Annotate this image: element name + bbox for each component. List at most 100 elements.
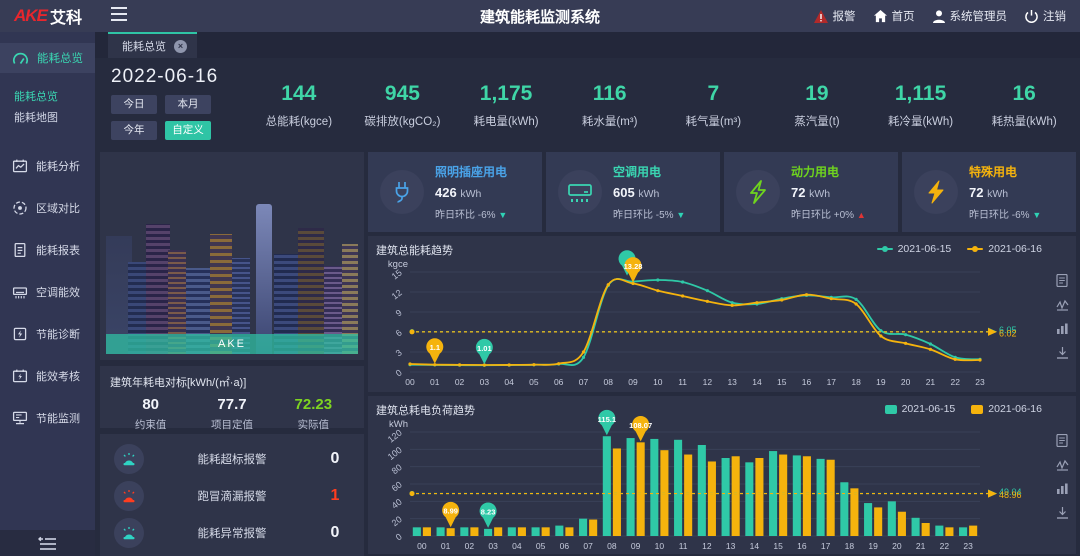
filter-custom-button[interactable]: 自定义 bbox=[165, 121, 211, 140]
card-lighting-socket[interactable]: 照明插座用电 426 kWh 昨日环比 -6% ▼ bbox=[368, 152, 542, 232]
svg-text:20: 20 bbox=[390, 514, 404, 528]
siren-icon bbox=[114, 518, 144, 548]
bar-chart-icon[interactable] bbox=[1056, 323, 1069, 335]
data-view-icon[interactable] bbox=[1056, 274, 1068, 287]
svg-text:02: 02 bbox=[455, 377, 465, 387]
kpi-total-energy: 144 总能耗(kgce) bbox=[265, 82, 333, 128]
svg-text:12: 12 bbox=[390, 287, 404, 301]
svg-text:13: 13 bbox=[726, 541, 736, 551]
kpi-electricity: 1,175 耗电量(kWh) bbox=[473, 82, 539, 128]
sidebar-item-energy-diagnosis[interactable]: 节能诊断 bbox=[0, 313, 95, 355]
collapse-menu-icon bbox=[37, 536, 56, 550]
sidebar-item-energy-report[interactable]: 能耗报表 bbox=[0, 229, 95, 271]
sidebar-item-energy-analysis[interactable]: 能耗分析 bbox=[0, 145, 95, 187]
download-icon[interactable] bbox=[1056, 347, 1069, 359]
svg-text:01: 01 bbox=[430, 377, 440, 387]
svg-text:07: 07 bbox=[583, 541, 593, 551]
logo-ake-text: AKE bbox=[14, 6, 48, 25]
siren-icon bbox=[114, 481, 144, 511]
svg-text:100: 100 bbox=[386, 445, 404, 462]
svg-text:108.07: 108.07 bbox=[629, 421, 652, 430]
card-power[interactable]: 动力用电 72 kWh 昨日环比 +0% ▲ bbox=[724, 152, 898, 232]
svg-text:6.02: 6.02 bbox=[999, 328, 1017, 338]
line-chart-icon[interactable] bbox=[1056, 459, 1069, 471]
svg-text:1.01: 1.01 bbox=[477, 344, 492, 353]
svg-text:06: 06 bbox=[554, 377, 564, 387]
line-chart-icon[interactable] bbox=[1056, 299, 1069, 311]
sidebar-item-energy-monitoring[interactable]: 节能监测 bbox=[0, 397, 95, 439]
svg-text:3: 3 bbox=[394, 347, 404, 358]
svg-text:23: 23 bbox=[975, 377, 985, 387]
air-conditioner-icon bbox=[12, 287, 28, 299]
alarm-button[interactable]: 报警 bbox=[813, 8, 856, 24]
download-icon[interactable] bbox=[1056, 507, 1069, 519]
filter-month-button[interactable]: 本月 bbox=[165, 95, 211, 114]
legend-item[interactable]: 2021-06-16 bbox=[971, 403, 1042, 415]
sidebar-item-energy-overview-root[interactable]: 能耗总览 bbox=[0, 43, 95, 73]
svg-text:0: 0 bbox=[394, 367, 404, 378]
card-special[interactable]: 特殊用电 72 kWh 昨日环比 -6% ▼ bbox=[902, 152, 1076, 232]
legend-item[interactable]: 2021-06-16 bbox=[967, 243, 1042, 255]
sidebar-subitem-energy-overview[interactable]: 能耗总览 bbox=[14, 90, 58, 103]
alarm-count: 0 bbox=[330, 450, 340, 467]
svg-text:23: 23 bbox=[963, 541, 973, 551]
svg-text:00: 00 bbox=[417, 541, 427, 551]
date-filter-block: 2022-06-16 今日 本月 今年 自定义 bbox=[111, 66, 243, 140]
alarm-row-over-limit: 能耗超标报警 0 bbox=[114, 441, 350, 477]
svg-text:6: 6 bbox=[394, 327, 404, 338]
chart-legend: 2021-06-15 2021-06-16 bbox=[876, 243, 1042, 255]
kpi-cooling: 1,115 耗冷量(kWh) bbox=[887, 82, 954, 128]
tab-close-icon[interactable]: × bbox=[174, 39, 187, 53]
trend-down-icon: ▼ bbox=[498, 210, 508, 220]
tab-energy-overview[interactable]: 能耗总览 × bbox=[108, 32, 197, 58]
svg-text:08: 08 bbox=[604, 377, 614, 387]
trend-up-icon: ▲ bbox=[856, 210, 866, 220]
hamburger-menu-icon[interactable] bbox=[110, 6, 130, 27]
filter-today-button[interactable]: 今日 bbox=[111, 95, 157, 114]
chart-toolbox bbox=[1056, 434, 1069, 519]
eco-monitor-icon bbox=[12, 411, 28, 425]
benchmark-actual: 72.23 实际值 bbox=[294, 396, 333, 431]
svg-text:8.99: 8.99 bbox=[443, 507, 458, 516]
user-menu[interactable]: 系统管理员 bbox=[932, 8, 1007, 24]
svg-text:12: 12 bbox=[703, 377, 713, 387]
kpi-gas: 7 耗气量(m³) bbox=[685, 82, 742, 128]
svg-text:01: 01 bbox=[441, 541, 451, 551]
chart-toolbox bbox=[1056, 274, 1069, 359]
chart-title: 建筑总能耗趋势 bbox=[376, 245, 453, 257]
tab-bar: 能耗总览 × bbox=[95, 32, 1080, 58]
chart-title: 建筑总耗电负荷趋势 bbox=[376, 405, 475, 417]
data-view-icon[interactable] bbox=[1056, 434, 1068, 447]
current-date: 2022-06-16 bbox=[111, 66, 219, 87]
svg-text:20: 20 bbox=[892, 541, 902, 551]
sidebar-subitem-energy-map[interactable]: 能耗地图 bbox=[14, 111, 58, 124]
svg-text:21: 21 bbox=[916, 541, 926, 551]
sidebar-item-efficiency-assessment[interactable]: 能效考核 bbox=[0, 355, 95, 397]
trend-down-icon: ▼ bbox=[1032, 210, 1042, 220]
legend-item[interactable]: 2021-06-15 bbox=[884, 403, 955, 415]
logout-button[interactable]: 注销 bbox=[1025, 8, 1066, 24]
svg-text:04: 04 bbox=[504, 377, 514, 387]
svg-text:03: 03 bbox=[488, 541, 498, 551]
top-header: AKE 艾科 建筑能耗监测系统 报警 首页 系统管理员 注销 bbox=[0, 0, 1080, 32]
legend-item[interactable]: 2021-06-15 bbox=[876, 243, 951, 255]
sidebar-collapse-button[interactable] bbox=[0, 530, 95, 556]
sidebar-item-region-compare[interactable]: 区域对比 bbox=[0, 187, 95, 229]
svg-text:22: 22 bbox=[940, 541, 950, 551]
home-button[interactable]: 首页 bbox=[873, 8, 915, 24]
svg-text:14: 14 bbox=[750, 541, 760, 551]
report-document-icon bbox=[14, 242, 26, 258]
bar-chart-icon[interactable] bbox=[1056, 483, 1069, 495]
svg-text:13.28: 13.28 bbox=[624, 262, 643, 271]
sidebar-item-hvac-efficiency[interactable]: 空调能效 bbox=[0, 271, 95, 313]
card-hvac[interactable]: 空调用电 605 kWh 昨日环比 -5% ▼ bbox=[546, 152, 720, 232]
svg-text:05: 05 bbox=[536, 541, 546, 551]
svg-text:9: 9 bbox=[394, 307, 404, 318]
svg-text:13: 13 bbox=[727, 377, 737, 387]
svg-text:19: 19 bbox=[876, 377, 886, 387]
air-conditioner-icon bbox=[558, 170, 602, 214]
logo-chinese-text: 艾科 bbox=[49, 10, 82, 27]
filter-year-button[interactable]: 今年 bbox=[111, 121, 157, 140]
